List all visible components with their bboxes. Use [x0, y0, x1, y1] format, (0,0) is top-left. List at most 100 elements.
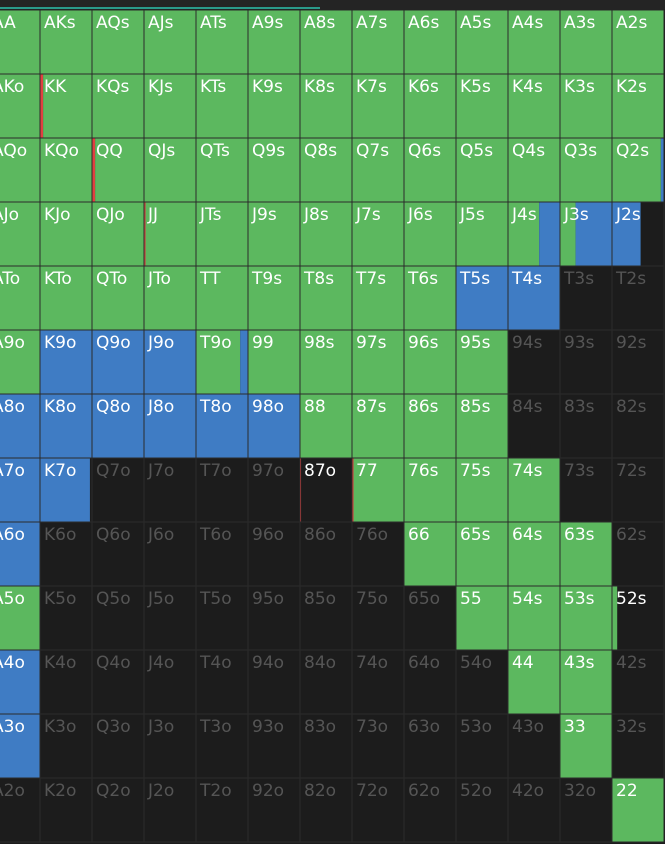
hand-label: A4o	[0, 653, 25, 673]
cell[interactable]	[39, 585, 93, 651]
hand-label: 86o	[304, 525, 336, 545]
hand-label: 76s	[408, 461, 439, 481]
action-segment	[92, 330, 144, 394]
action-segment	[0, 10, 40, 74]
hand-label: J7s	[355, 205, 381, 225]
hand-label: J9o	[147, 333, 174, 353]
cell[interactable]	[507, 777, 561, 843]
hand-label: 52o	[460, 781, 492, 801]
cell[interactable]	[39, 777, 93, 843]
hand-label: Q7o	[96, 461, 131, 481]
hand-label: A7s	[356, 13, 387, 33]
cell[interactable]	[507, 393, 561, 459]
hand-label: 44	[512, 653, 534, 673]
hand-label: 73o	[356, 717, 388, 737]
hand-label: 85o	[304, 589, 336, 609]
action-segment	[404, 394, 456, 458]
action-segment	[248, 74, 300, 138]
hand-label: K4o	[44, 653, 76, 673]
action-segment	[248, 266, 300, 330]
action-segment	[612, 10, 664, 74]
hand-label: KJs	[148, 77, 173, 97]
hand-label: K9o	[44, 333, 76, 353]
cell[interactable]	[351, 649, 405, 715]
hand-label: T7o	[199, 461, 232, 481]
cell[interactable]	[195, 457, 249, 523]
hand-label: AJs	[148, 13, 174, 33]
hand-label: K2o	[44, 781, 76, 801]
hand-label: QQ	[96, 141, 123, 161]
cell[interactable]	[195, 713, 249, 779]
action-segment	[0, 202, 40, 266]
cell[interactable]	[247, 713, 301, 779]
action-segment	[404, 522, 456, 586]
hand-label: A4s	[512, 13, 543, 33]
action-segment	[456, 330, 508, 394]
hand-label: K3o	[44, 717, 76, 737]
hand-label: T5s	[459, 269, 490, 289]
action-segment	[560, 202, 576, 266]
cell[interactable]	[455, 649, 509, 715]
hand-label: A5s	[460, 13, 491, 33]
action-segment	[508, 522, 560, 586]
hand-label: T8s	[303, 269, 334, 289]
cell[interactable]	[455, 777, 509, 843]
action-segment	[352, 138, 404, 202]
hand-label: JJ	[147, 205, 158, 225]
hand-label: AJo	[0, 205, 19, 225]
hand-label: T7s	[355, 269, 386, 289]
hand-label: 87s	[356, 397, 387, 417]
cell[interactable]	[91, 649, 145, 715]
cell[interactable]	[195, 649, 249, 715]
cell[interactable]	[611, 713, 665, 779]
cell[interactable]	[247, 585, 301, 651]
hand-label: J9s	[251, 205, 277, 225]
action-segment	[508, 74, 560, 138]
action-segment	[300, 74, 352, 138]
action-segment	[456, 394, 508, 458]
cell[interactable]	[403, 649, 457, 715]
hand-label: QJs	[148, 141, 175, 161]
hand-label: 33	[564, 717, 586, 737]
hand-label: A5o	[0, 589, 25, 609]
hand-label: 96s	[408, 333, 439, 353]
action-segment	[248, 138, 300, 202]
cell[interactable]	[507, 329, 561, 395]
hand-label: QJo	[96, 205, 125, 225]
hand-label: Q8o	[96, 397, 131, 417]
action-segment	[456, 10, 508, 74]
action-segment	[404, 458, 456, 522]
cell[interactable]	[299, 713, 353, 779]
action-segment	[612, 74, 664, 138]
hand-label: 72o	[356, 781, 388, 801]
cell[interactable]	[299, 457, 353, 523]
action-segment	[40, 138, 92, 202]
hand-label: T8o	[199, 397, 232, 417]
cell[interactable]	[559, 265, 613, 331]
cell[interactable]	[559, 777, 613, 843]
hand-label: A9o	[0, 333, 25, 353]
hand-label: J8o	[147, 397, 174, 417]
cell[interactable]	[299, 521, 353, 587]
cell[interactable]	[143, 649, 197, 715]
action-segment	[40, 394, 92, 458]
cell[interactable]	[91, 713, 145, 779]
cell[interactable]	[611, 265, 665, 331]
cell[interactable]	[403, 585, 457, 651]
hand-label: 75s	[460, 461, 491, 481]
cell[interactable]	[299, 777, 353, 843]
cell[interactable]	[299, 585, 353, 651]
action-segment	[95, 138, 144, 202]
action-segment	[144, 74, 196, 138]
hand-label: J8s	[303, 205, 329, 225]
action-segment	[404, 202, 456, 266]
cell[interactable]	[611, 521, 665, 587]
cell[interactable]	[247, 457, 301, 523]
hand-label: 74s	[512, 461, 543, 481]
hand-label: A2s	[616, 13, 647, 33]
hand-label: 63s	[564, 525, 595, 545]
cell[interactable]	[559, 329, 613, 395]
hand-label: 32o	[564, 781, 596, 801]
cell[interactable]	[611, 393, 665, 459]
hand-label: K8o	[44, 397, 76, 417]
